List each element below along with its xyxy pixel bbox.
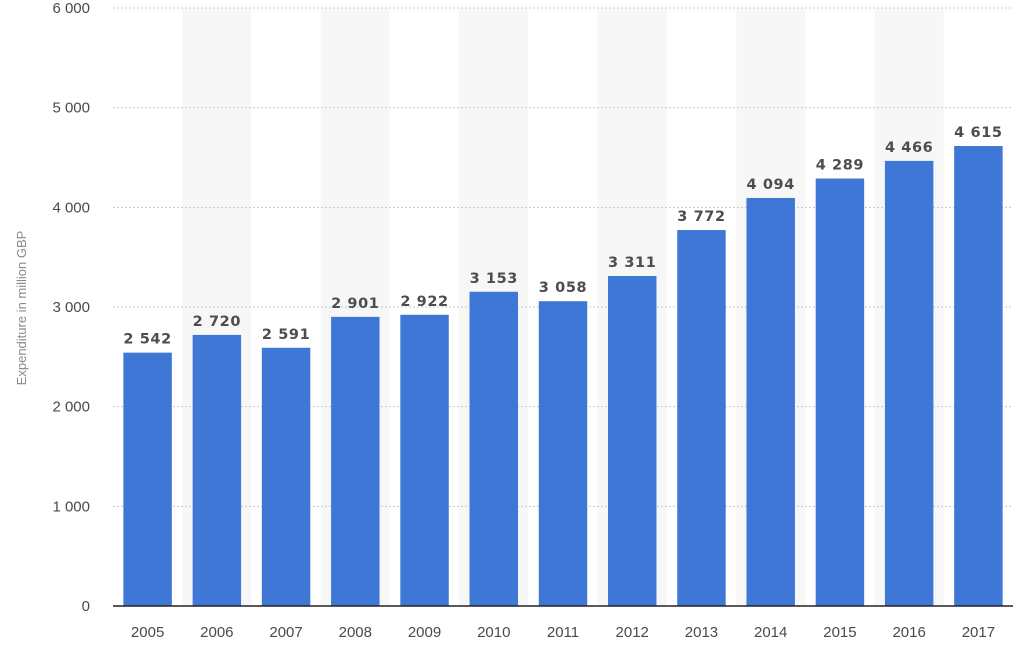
x-tick-label: 2015	[823, 624, 856, 641]
y-tick-label: 6 000	[52, 0, 90, 17]
x-tick-label: 2008	[339, 624, 372, 641]
x-tick-label: 2016	[892, 624, 925, 641]
x-tick-label: 2009	[408, 624, 441, 641]
bar-value-label: 2 720	[193, 314, 241, 330]
bar	[746, 197, 795, 606]
x-tick-label: 2014	[754, 624, 787, 641]
y-tick-label: 2 000	[52, 399, 90, 416]
bar	[954, 146, 1003, 606]
y-tick-label: 1 000	[52, 498, 90, 515]
bar	[123, 352, 172, 606]
y-tick-label: 5 000	[52, 100, 90, 117]
bar	[469, 291, 518, 606]
y-tick-label: 0	[82, 598, 90, 615]
bar-value-label: 2 922	[400, 294, 448, 310]
bar-value-label: 4 615	[954, 125, 1002, 141]
bar	[608, 276, 657, 606]
data-labels: 2 542 2 720 2 591 2 901 2 922 3 153 3 058 3 311…	[123, 125, 1002, 348]
bar	[538, 301, 588, 606]
y-axis-title: Expenditure in million GBP	[14, 231, 29, 386]
bar	[261, 347, 311, 606]
bar-value-label: 4 466	[885, 140, 933, 156]
x-tick-label: 2017	[962, 624, 995, 641]
bar-value-label: 4 094	[746, 177, 794, 193]
bar-value-label: 3 058	[539, 280, 587, 296]
bar-value-label: 2 542	[123, 332, 171, 348]
x-axis: 2005 2006 2007 2008 2009 2010 2011 2012 2013 2014…	[113, 605, 1013, 641]
bar-value-label: 3 153	[470, 271, 518, 287]
bar	[815, 178, 865, 606]
x-tick-label: 2013	[685, 624, 718, 641]
x-tick-label: 2005	[131, 624, 164, 641]
x-tick-label: 2006	[200, 624, 233, 641]
bar-value-label: 3 772	[677, 209, 725, 225]
y-axis: 0 1 000 2 000 3 000 4 000 5 000 6 000	[52, 0, 90, 615]
bar	[884, 160, 934, 606]
y-tick-label: 3 000	[52, 299, 90, 316]
bar	[192, 334, 242, 606]
x-tick-label: 2007	[269, 624, 302, 641]
bar	[677, 230, 726, 607]
bars	[123, 146, 1003, 607]
bar	[331, 316, 380, 606]
bar	[400, 314, 449, 606]
x-tick-label: 2011	[547, 624, 579, 641]
bar-value-label: 2 901	[331, 296, 379, 312]
bar-value-label: 3 311	[608, 255, 656, 271]
y-tick-label: 4 000	[52, 199, 90, 216]
bar-value-label: 4 289	[816, 158, 864, 174]
x-tick-label: 2012	[616, 624, 649, 641]
x-tick-label: 2010	[477, 624, 510, 641]
bar-value-label: 2 591	[262, 327, 310, 343]
